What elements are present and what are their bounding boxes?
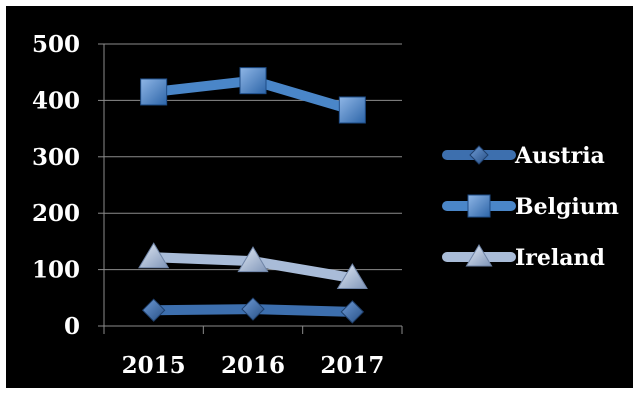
data-point-ireland [138, 242, 170, 269]
data-point-austria [241, 297, 265, 321]
axes: 0 100 200 300 400 500 2015 2016 2017 [32, 31, 403, 379]
data-point-austria [141, 298, 166, 322]
data-point-belgium [239, 67, 267, 95]
y-tick-label: 200 [32, 200, 80, 227]
legend-marker-austria [469, 145, 489, 165]
y-tick-label: 400 [32, 87, 80, 114]
data-point-austria [340, 300, 365, 324]
legend-label: Belgium [515, 194, 619, 220]
y-tick-label: 500 [32, 31, 80, 58]
legend-marker-ireland [465, 244, 493, 267]
y-tick-label: 100 [32, 257, 80, 284]
legend-label: Ireland [515, 245, 605, 271]
data-point-ireland [237, 246, 269, 273]
data-point-belgium [140, 78, 168, 106]
data-point-belgium [338, 96, 366, 124]
x-tick-label: 2017 [320, 352, 384, 379]
series-markers [138, 67, 368, 324]
x-tick-label: 2016 [221, 352, 285, 379]
x-tick-label: 2015 [122, 352, 186, 379]
y-tick-label: 300 [32, 144, 80, 171]
data-point-ireland [336, 263, 368, 290]
legend-label: Austria [514, 143, 605, 169]
chart-background [6, 6, 633, 388]
series-lines [148, 75, 358, 317]
legend: Austria Belgium Ireland [442, 143, 619, 271]
y-tick-label: 0 [64, 313, 80, 340]
legend-marker-belgium [467, 194, 491, 218]
